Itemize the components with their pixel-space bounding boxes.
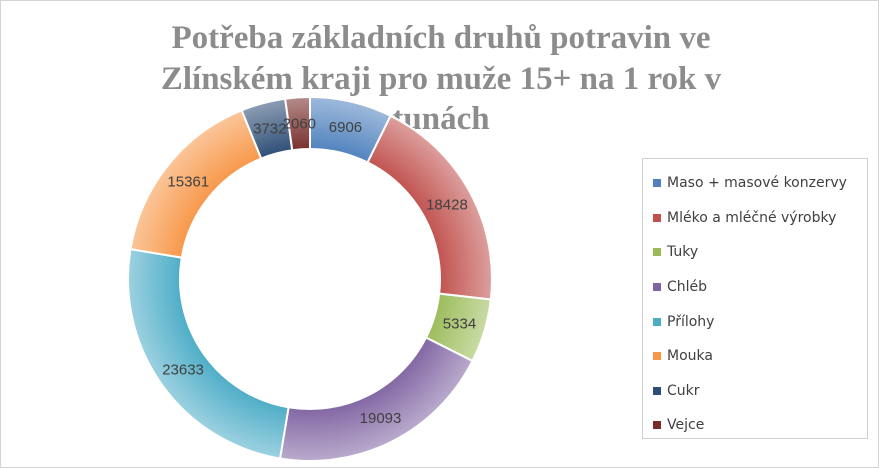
legend-swatch-4 [653, 283, 661, 292]
legend-item-1: Maso + masové konzervy [643, 166, 867, 201]
legend-swatch-6 [653, 352, 661, 361]
legend-label-8: Vejce [667, 417, 705, 434]
legend-label-7: Cukr [667, 382, 700, 399]
data-label-2: 18428 [426, 196, 468, 213]
legend-label-6: Mouka [667, 348, 713, 365]
legend-label-5: Přílohy [667, 313, 715, 330]
legend-swatch-3 [653, 248, 661, 257]
legend-item-2: Mléko a mléčné výrobky [643, 201, 867, 236]
legend-item-3: Tuky [643, 235, 867, 270]
data-label-5: 23633 [162, 362, 204, 379]
legend-label-1: Maso + masové konzervy [667, 175, 847, 192]
chart-title-line-2: Zlínském kraji pro muže 15+ na 1 rok v [161, 61, 722, 97]
data-label-4: 19093 [360, 410, 402, 427]
data-label-1: 6906 [329, 119, 362, 136]
legend-swatch-7 [653, 386, 661, 395]
data-label-6: 15361 [167, 173, 209, 190]
legend-label-3: Tuky [667, 244, 699, 261]
data-label-8: 2060 [283, 115, 316, 132]
legend-swatch-5 [653, 317, 661, 326]
data-label-7: 3732 [253, 120, 286, 137]
legend-label-2: Mléko a mléčné výrobky [667, 209, 837, 226]
slice-5 [127, 247, 290, 460]
chart-title-line-1: Potřeba základních druhů potravin ve [171, 20, 710, 56]
slice-4 [278, 336, 474, 462]
legend-swatch-2 [653, 213, 661, 222]
legend-item-5: Přílohy [643, 304, 867, 339]
legend-item-8: Vejce [643, 408, 867, 443]
legend-swatch-1 [653, 179, 661, 188]
legend-item-7: Cukr [643, 374, 867, 409]
data-label-3: 5334 [443, 316, 476, 333]
legend-label-4: Chléb [667, 279, 708, 296]
slice-8 [284, 95, 311, 152]
legend-item-4: Chléb [643, 270, 867, 305]
legend: Maso + masové konzervy Mléko a mléčné výr… [642, 158, 868, 439]
doughnut-slices [127, 95, 493, 462]
legend-swatch-8 [653, 421, 661, 430]
legend-item-6: Mouka [643, 339, 867, 374]
